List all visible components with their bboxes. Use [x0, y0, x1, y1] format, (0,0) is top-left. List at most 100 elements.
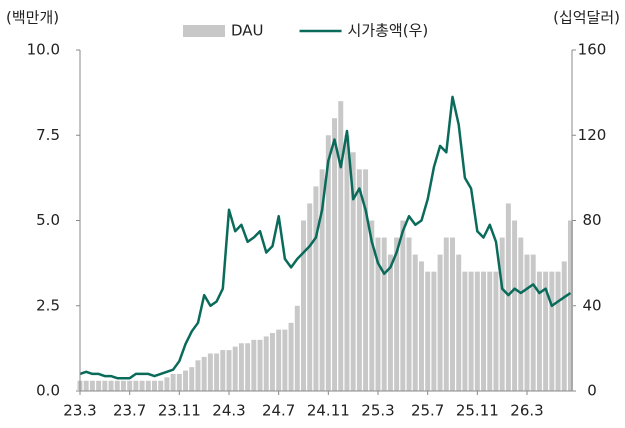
bar — [245, 343, 251, 391]
bar — [301, 220, 306, 391]
bar — [456, 254, 462, 391]
bar — [263, 336, 269, 391]
bar — [89, 380, 95, 391]
bar — [294, 305, 300, 391]
bar — [518, 237, 524, 391]
x-tick-label: 25.7 — [411, 402, 444, 420]
bar — [338, 101, 344, 392]
y2-tick-label: 160 — [578, 41, 607, 59]
bar — [549, 271, 555, 391]
line — [79, 95, 572, 380]
bar — [164, 377, 170, 391]
bar — [269, 333, 275, 391]
bar — [220, 350, 226, 391]
bar — [214, 353, 220, 391]
bar — [425, 271, 431, 391]
bar — [195, 360, 201, 391]
bar — [232, 346, 238, 391]
bar — [251, 339, 257, 391]
bar — [412, 254, 418, 391]
bar — [481, 271, 487, 391]
bar — [524, 254, 530, 391]
bar — [387, 254, 393, 391]
bar — [363, 169, 369, 391]
bar — [406, 237, 412, 391]
x-tick-label: 24.7 — [262, 402, 295, 420]
bar — [96, 380, 102, 391]
bar — [158, 380, 164, 391]
bar — [319, 169, 325, 391]
x-tick-label: 23.11 — [158, 402, 201, 420]
y2-tick-label: 80 — [582, 211, 601, 229]
bar — [499, 237, 505, 391]
bar — [83, 380, 89, 391]
bar — [474, 271, 480, 391]
y-axis-label: (백만개) — [6, 9, 59, 27]
bar — [543, 271, 549, 391]
x-tick-label: 23.7 — [113, 402, 146, 420]
bar — [102, 380, 108, 391]
bar — [344, 135, 350, 391]
bar — [145, 380, 151, 391]
bar — [462, 271, 468, 391]
bar — [276, 329, 282, 391]
y-tick-label: 10.0 — [27, 41, 60, 59]
bar — [505, 203, 511, 391]
y2-tick-label: 40 — [582, 296, 601, 314]
bar — [127, 380, 133, 391]
bar — [282, 329, 288, 391]
y-tick-label: 7.5 — [36, 126, 60, 144]
y2-tick-label: 120 — [578, 126, 607, 144]
bar — [114, 380, 120, 391]
bar — [512, 220, 518, 391]
bar — [139, 380, 145, 391]
bar — [152, 380, 157, 391]
bar — [437, 254, 443, 391]
bar — [431, 271, 437, 391]
y-tick-label: 2.5 — [36, 296, 60, 314]
bar — [226, 350, 232, 391]
bar — [530, 254, 536, 391]
bar — [183, 370, 189, 391]
bar — [567, 220, 573, 391]
bar — [189, 367, 195, 391]
bar — [257, 339, 263, 391]
bar — [238, 343, 244, 391]
bar — [493, 271, 499, 391]
bar — [307, 203, 313, 391]
x-tick-label: 23.3 — [63, 402, 96, 420]
bar — [450, 237, 455, 391]
bar — [375, 237, 381, 391]
bar — [536, 271, 542, 391]
legend-label: DAU — [231, 22, 264, 40]
bar — [468, 271, 474, 391]
bar — [201, 356, 207, 391]
y2-tick-label: 0 — [587, 382, 597, 400]
bar — [443, 237, 449, 391]
y-tick-label: 5.0 — [36, 211, 60, 229]
bar — [561, 261, 567, 391]
bar — [350, 152, 356, 391]
legend-swatch — [183, 25, 225, 37]
bar — [381, 237, 387, 391]
bar — [555, 271, 561, 391]
bar — [325, 135, 331, 391]
bar — [170, 373, 176, 391]
bar — [356, 169, 362, 391]
bar — [332, 118, 338, 391]
x-tick-label: 25.11 — [456, 402, 499, 420]
legend-label: 시가총액(우) — [348, 22, 429, 40]
x-tick-label: 24.11 — [307, 402, 350, 420]
bar — [108, 380, 114, 391]
bar — [400, 220, 406, 391]
bar — [207, 353, 213, 391]
bar — [120, 380, 126, 391]
x-tick-label: 25.3 — [361, 402, 394, 420]
x-tick-label: 26.3 — [510, 402, 543, 420]
bar — [418, 261, 424, 391]
bar — [487, 271, 493, 391]
bar — [313, 186, 319, 391]
bar — [133, 380, 139, 391]
bar — [288, 322, 294, 391]
